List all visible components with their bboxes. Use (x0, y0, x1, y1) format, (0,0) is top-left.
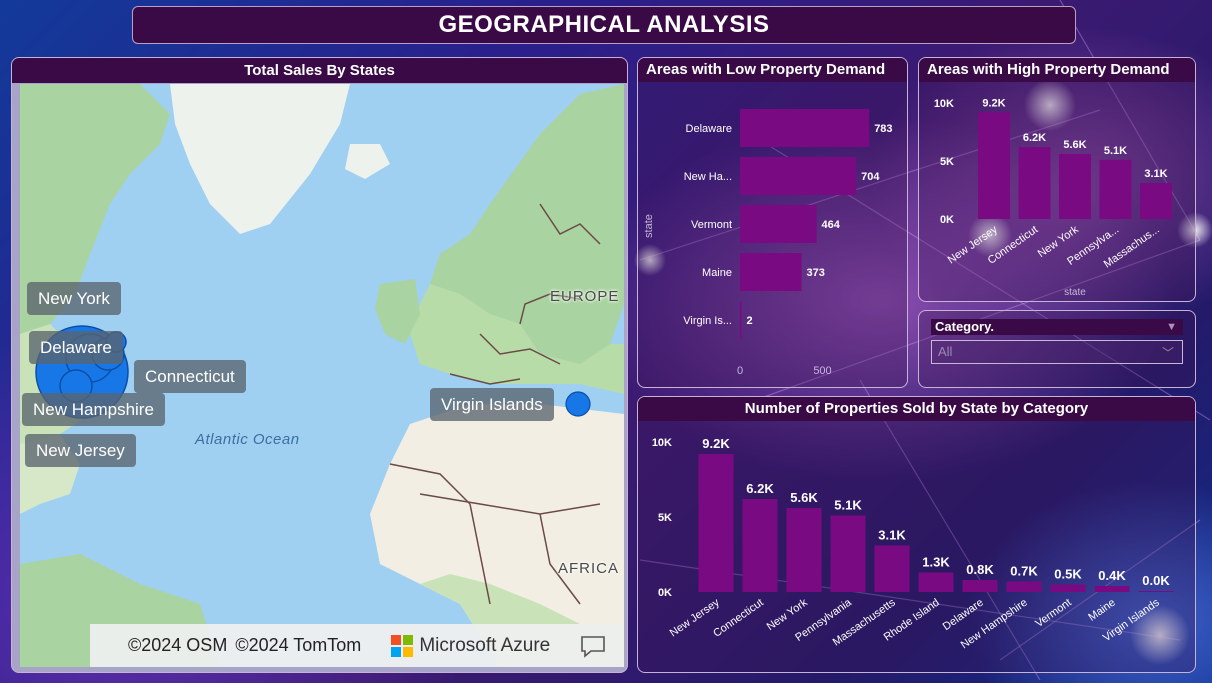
data-label-new-york: 5.6K (790, 490, 818, 505)
data-label-vermont: 464 (822, 219, 841, 231)
ocean-label: Atlantic Ocean (195, 431, 300, 448)
y-tick-2: 10K (934, 98, 954, 110)
sold-by-state-panel: Number of Properties Sold by State by Ca… (637, 396, 1196, 673)
low-demand-axis-label: state (643, 214, 655, 238)
bar-new-ha (740, 157, 857, 195)
data-label-massachusetts: 3.1K (878, 528, 906, 543)
map-label-connecticut: Connecticut (134, 360, 246, 393)
y-tick-1: 5K (940, 156, 954, 168)
data-label-pennsylvania: 5.1K (834, 498, 862, 513)
data-label-virgin-islands: 0.0K (1142, 573, 1170, 588)
data-label-pennsylva: 5.1K (1104, 145, 1127, 157)
category-slicer-title: Category. ▼ (931, 319, 1183, 335)
chevron-down-icon: ﹀ (1161, 346, 1174, 360)
category-label-vermont: Vermont (691, 219, 732, 231)
category-label-new-ha: New Ha... (684, 171, 732, 183)
data-label-rhode-island: 1.3K (922, 555, 950, 570)
category-dropdown[interactable]: All ﹀ (931, 340, 1183, 364)
europe-label: EUROPE (550, 288, 620, 305)
bar-new-hampshire (1006, 581, 1042, 592)
category-label-connecticut: Connecticut (711, 597, 765, 640)
collapse-chevron-icon[interactable]: ▼ (1166, 321, 1177, 333)
data-label-vermont: 0.5K (1054, 567, 1082, 582)
map-panel: Total Sales By States (11, 57, 628, 673)
feedback-icon[interactable] (580, 634, 606, 658)
data-label-new-ha: 704 (861, 171, 880, 183)
bar-new-york (1059, 154, 1091, 219)
y-tick-1: 5K (658, 512, 672, 524)
y-tick-0: 0K (940, 214, 954, 226)
data-label-connecticut: 6.2K (746, 481, 774, 496)
category-slicer-panel: Category. ▼ All ﹀ (918, 310, 1196, 388)
data-label-maine: 373 (807, 267, 825, 279)
map-label-virgin-islands: Virgin Islands (430, 388, 554, 421)
data-label-new-york: 5.6K (1063, 139, 1086, 151)
map-label-new-hampshire: New Hampshire (22, 393, 165, 426)
y-tick-2: 10K (652, 437, 672, 449)
microsoft-logo-icon (391, 634, 414, 657)
bar-virgin-is (740, 301, 742, 339)
category-dropdown-value: All (938, 344, 953, 359)
data-label-new-hampshire: 0.7K (1010, 564, 1038, 579)
x-tick-0: 0 (737, 365, 743, 377)
map-label-delaware: Delaware (29, 331, 123, 364)
data-label-maine: 0.4K (1098, 568, 1126, 583)
sold-by-state-title: Number of Properties Sold by State by Ca… (638, 397, 1195, 421)
data-label-virgin-is: 2 (747, 315, 753, 327)
page-title: GEOGRAPHICAL ANALYSIS (132, 6, 1076, 44)
data-label-new-jersey: 9.2K (702, 436, 730, 451)
data-label-massachus: 3.1K (1144, 168, 1167, 180)
map-attribution: ©2024 OSM ©2024 TomTom Microsoft Azure (90, 624, 624, 667)
osm-attribution: ©2024 OSM (128, 635, 228, 655)
category-label-vermont: Vermont (1033, 597, 1073, 630)
bar-maine (740, 253, 802, 291)
bar-vermont (740, 205, 817, 243)
category-slicer-label: Category. (935, 319, 994, 334)
high-demand-panel: Areas with High Property Demand 0K 5K 10K 9… (918, 57, 1196, 302)
category-label-delaware: Delaware (686, 123, 732, 135)
bar-new-jersey (978, 112, 1010, 219)
map-bubbles (35, 325, 591, 419)
bar-connecticut (742, 499, 778, 592)
map-title: Total Sales By States (12, 58, 627, 83)
bar-connecticut (1018, 147, 1051, 219)
bar-new-york (786, 508, 822, 592)
data-label-connecticut: 6.2K (1023, 132, 1046, 144)
bar-delaware (740, 109, 870, 147)
category-label-maine: Maine (1086, 597, 1117, 624)
bar-delaware (962, 580, 998, 592)
data-label-new-jersey: 9.2K (982, 97, 1005, 109)
low-demand-title: Areas with Low Property Demand (638, 58, 907, 82)
tomtom-attribution: ©2024 TomTom (235, 635, 362, 655)
bar-pennsylva (1099, 159, 1132, 219)
bar-pennsylvania (830, 515, 866, 592)
category-label-maine: Maine (702, 267, 732, 279)
bubble-virgin-islands[interactable] (565, 391, 591, 417)
bar-maine (1094, 586, 1130, 592)
bar-massachusetts (874, 545, 910, 592)
low-demand-chart: state Delaware 783 New Ha... 704 Vermont 464 Ma… (643, 109, 893, 377)
map-label-new-jersey: New Jersey (25, 434, 136, 467)
low-demand-panel: Areas with Low Property Demand state Dela… (637, 57, 908, 388)
bar-vermont (1050, 584, 1086, 592)
x-axis-label: state (1064, 287, 1086, 298)
high-demand-title: Areas with High Property Demand (919, 58, 1195, 82)
map-label-new-york: New York (27, 282, 121, 315)
category-label-virgin-is: Virgin Is... (683, 315, 732, 327)
azure-provider: Microsoft Azure (391, 634, 551, 657)
data-label-delaware: 0.8K (966, 562, 994, 577)
africa-label: AFRICA (558, 560, 620, 577)
bar-massachus (1140, 183, 1172, 219)
data-label-delaware: 783 (874, 123, 892, 135)
bar-virgin-islands (1138, 591, 1174, 592)
x-tick-1: 500 (813, 365, 831, 377)
bar-new-jersey (698, 454, 734, 592)
bar-rhode-island (918, 572, 954, 592)
azure-label: Microsoft Azure (419, 634, 551, 656)
map-canvas[interactable]: EUROPE AFRICA Atlantic Ocean New York De… (20, 84, 624, 667)
y-tick-0: 0K (658, 587, 672, 599)
